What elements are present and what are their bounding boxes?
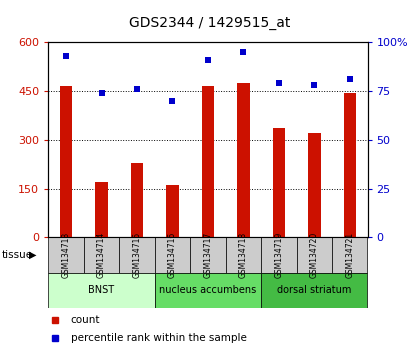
Text: nucleus accumbens: nucleus accumbens — [159, 285, 257, 295]
Text: GSM134717: GSM134717 — [203, 232, 213, 278]
Text: GSM134715: GSM134715 — [132, 232, 142, 278]
Text: GSM134719: GSM134719 — [274, 232, 284, 278]
Text: GSM134721: GSM134721 — [345, 232, 354, 278]
Text: GDS2344 / 1429515_at: GDS2344 / 1429515_at — [129, 16, 291, 30]
Bar — [297, 237, 332, 273]
Text: GSM134714: GSM134714 — [97, 232, 106, 278]
Text: dorsal striatum: dorsal striatum — [277, 285, 352, 295]
Bar — [273, 129, 285, 237]
Bar — [332, 237, 368, 273]
Bar — [48, 237, 84, 273]
Bar — [131, 162, 143, 237]
Bar — [190, 237, 226, 273]
Text: GSM134713: GSM134713 — [62, 232, 71, 278]
Bar — [166, 185, 178, 237]
Text: ▶: ▶ — [29, 250, 36, 260]
Text: GSM134716: GSM134716 — [168, 232, 177, 278]
Text: GSM134718: GSM134718 — [239, 232, 248, 278]
Bar — [237, 83, 249, 237]
Bar — [95, 182, 108, 237]
Bar — [60, 86, 72, 237]
Bar — [344, 93, 356, 237]
Bar — [261, 237, 297, 273]
Text: percentile rank within the sample: percentile rank within the sample — [71, 333, 247, 343]
Bar — [226, 237, 261, 273]
Text: tissue: tissue — [2, 250, 33, 260]
Bar — [84, 237, 119, 273]
Text: GSM134720: GSM134720 — [310, 232, 319, 278]
Bar — [155, 273, 261, 308]
Bar — [155, 237, 190, 273]
Bar — [48, 273, 155, 308]
Bar — [308, 133, 320, 237]
Bar — [261, 273, 368, 308]
Text: BNST: BNST — [89, 285, 115, 295]
Bar — [202, 86, 214, 237]
Bar — [119, 237, 155, 273]
Text: count: count — [71, 315, 100, 325]
